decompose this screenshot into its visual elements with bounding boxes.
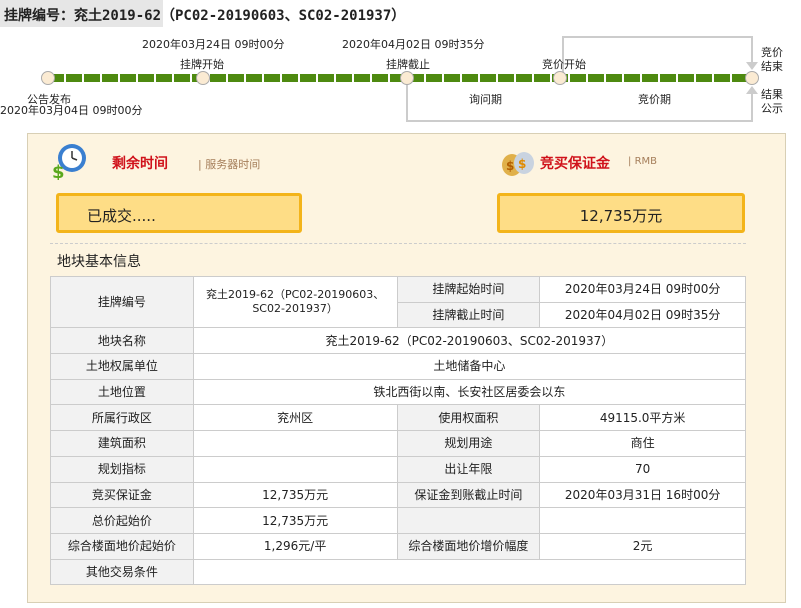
label-cell: 挂牌起始时间 [396, 276, 541, 303]
value-cell: 12,735万元 [192, 481, 398, 509]
value-cell: 1,296元/平 [192, 532, 398, 560]
table-row: 土地位置 铁北西街以南、长安社区居委会以东 [50, 378, 747, 406]
svg-text:$: $ [506, 159, 514, 173]
timeline-node [196, 71, 210, 85]
value-cell: 兖州区 [192, 404, 398, 432]
label-cell: 综合楼面地价起始价 [50, 532, 194, 560]
table-row: 所属行政区 兖州区 使用权面积 49115.0平方米 [50, 404, 746, 432]
value-cell: 2020年03月31日 16时00分 [539, 481, 746, 509]
label-cell: 使用权面积 [396, 404, 541, 432]
clock-dollar-icon: $ [50, 142, 88, 183]
label-cell: 土地位置 [50, 378, 194, 406]
svg-text:$: $ [52, 162, 65, 180]
section-heading: 地块基本信息 [57, 254, 141, 270]
value-cell [192, 430, 398, 457]
table-row: 综合楼面地价起始价 1,296元/平 综合楼面地价增价幅度 2元 [50, 532, 746, 560]
label-cell: 所属行政区 [50, 404, 194, 432]
node-label: 挂牌开始 [180, 58, 224, 71]
countdown-sub: | 服务器时间 [198, 158, 261, 171]
deposit-title: 竞买保证金 [540, 156, 610, 172]
value-cell: 2020年03月24日 09时00分 [539, 276, 746, 303]
arrow-down-icon [746, 62, 758, 70]
value-cell: 12,735万元 [192, 507, 398, 534]
deposit-box: 12,735万元 [497, 193, 745, 233]
table-row: 挂牌截止时间 2020年04月02日 09时35分 [51, 301, 746, 329]
countdown-title: 剩余时间 [112, 156, 168, 172]
connector-line [751, 36, 753, 62]
value-cell: 2元 [539, 532, 746, 560]
label-cell: 规划指标 [50, 455, 194, 483]
table-row: 地块名称 兖土2019-62（PC02-20190603、SC02-201937） [50, 327, 747, 355]
timeline-node [400, 71, 414, 85]
connector-line [562, 36, 564, 76]
label-cell: 规划用途 [396, 430, 541, 457]
table-row: 其他交易条件 [50, 558, 747, 586]
label-cell: 建筑面积 [50, 430, 194, 457]
value-cell: 铁北西街以南、长安社区居委会以东 [192, 378, 747, 406]
label-cell: 土地权属单位 [50, 353, 194, 380]
table-row: 规划指标 出让年限 70 [50, 455, 746, 483]
period-label: 询问期 [469, 93, 502, 106]
node-date: 2020年04月02日 09时35分 [342, 38, 485, 51]
period-label: 竞价期 [638, 93, 671, 106]
label-cell: 地块名称 [50, 327, 194, 355]
table-row: 总价起始价 12,735万元 [50, 507, 746, 534]
divider [50, 243, 746, 244]
node-label: 竞价结束 [761, 46, 783, 73]
connector-line [406, 80, 408, 122]
node-label: 公告发布 [27, 93, 71, 106]
table-row: 建筑面积 规划用途 商住 [50, 430, 746, 457]
value-cell [539, 507, 746, 534]
value-cell: 商住 [539, 430, 746, 457]
countdown-box: 已成交..... [56, 193, 302, 233]
table-row: 竞买保证金 12,735万元 保证金到账截止时间 2020年03月31日 16时00分 [50, 481, 746, 509]
value-cell: 2020年04月02日 09时35分 [539, 301, 746, 329]
value-cell [192, 455, 398, 483]
value-cell: 土地储备中心 [192, 353, 747, 380]
value-cell: 49115.0平方米 [539, 404, 746, 432]
money-bags-icon: $ $ [498, 143, 538, 181]
connector-line [562, 36, 752, 38]
label-cell: 其他交易条件 [50, 558, 194, 586]
listing-title: 挂牌编号：兖土2019-62（PC02-20190603、SC02-201937… [4, 8, 406, 24]
timeline-node [41, 71, 55, 85]
currency-label: RMB [634, 156, 657, 167]
label-cell: 保证金到账截止时间 [396, 481, 541, 509]
label-cell [396, 507, 541, 534]
svg-text:$: $ [518, 157, 526, 171]
label-cell: 挂牌编号 [50, 275, 194, 329]
deposit-sub: | RMB [628, 156, 657, 167]
land-info-table: 挂牌编号 兖土2019-62（PC02-20190603、SC02-201937）… [50, 275, 747, 586]
listing-title-bar: 挂牌编号：兖土2019-62（PC02-20190603、SC02-201937… [0, 0, 405, 27]
label-cell: 挂牌截止时间 [396, 301, 541, 329]
label-cell: 总价起始价 [50, 507, 194, 534]
connector-line [751, 94, 753, 122]
value-cell [192, 558, 747, 586]
node-label: 挂牌截止 [386, 58, 430, 71]
label-cell: 出让年限 [396, 455, 541, 483]
node-label: 竞价开始 [542, 58, 586, 71]
timeline-node [553, 71, 567, 85]
table-row: 土地权属单位 土地储备中心 [50, 353, 747, 380]
label-cell: 综合楼面地价增价幅度 [396, 532, 541, 560]
node-date: 2020年03月24日 09时00分 [142, 38, 285, 51]
node-label: 结果公示 [761, 88, 783, 115]
value-cell: 70 [539, 455, 746, 483]
node-date: 2020年03月04日 09时00分 [0, 104, 143, 117]
server-time-label: 服务器时间 [205, 158, 261, 171]
table-row: 挂牌编号 兖土2019-62（PC02-20190603、SC02-201937）… [50, 275, 746, 329]
timeline-node [745, 71, 759, 85]
arrow-up-icon [746, 86, 758, 94]
value-cell: 兖土2019-62（PC02-20190603、SC02-201937） [192, 275, 398, 329]
label-cell: 竞买保证金 [50, 481, 194, 509]
connector-line [406, 120, 753, 122]
value-cell: 兖土2019-62（PC02-20190603、SC02-201937） [192, 327, 747, 355]
